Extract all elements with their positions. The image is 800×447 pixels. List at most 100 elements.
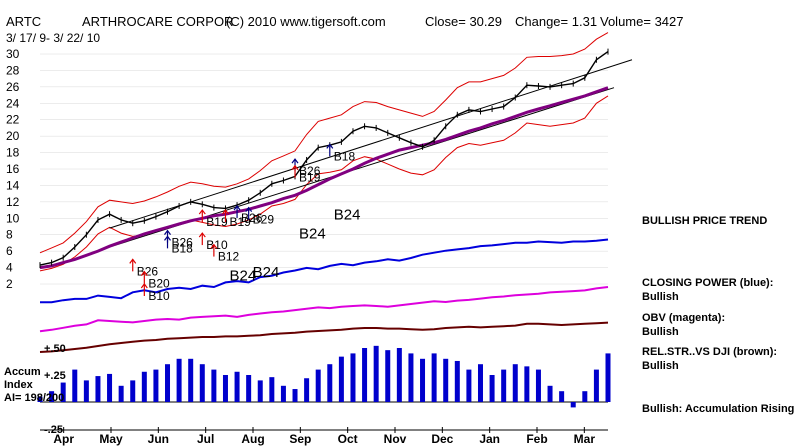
signal-arrowhead: [164, 229, 171, 235]
indicator-panels: [39, 238, 609, 353]
obv-line: [39, 286, 609, 333]
month-label: Nov: [384, 432, 407, 446]
close-price: Close= 30.29: [425, 14, 502, 29]
month-label: Oct: [338, 432, 358, 446]
accum-bar: [60, 382, 66, 402]
signal-label: B18: [334, 149, 356, 163]
moving-average-line: [39, 86, 609, 270]
accum-bar: [315, 369, 321, 402]
y-tick-label: 26: [6, 80, 20, 94]
accum-label-3: AI= 198/200: [4, 392, 65, 404]
bottom-note: Bullish: Accumulation Rising: [642, 403, 795, 415]
signal-label: B12: [218, 250, 240, 264]
month-label: Aug: [241, 432, 264, 446]
signal-arrowhead: [198, 209, 206, 215]
signal-label: B19: [206, 215, 228, 229]
price-change: Change= 1.31: [515, 14, 598, 29]
y-tick-label: 14: [6, 178, 20, 192]
date-range: 3/ 17/ 9- 3/ 22/ 10: [6, 31, 101, 45]
accum-bar: [234, 371, 240, 402]
accum-bar: [535, 369, 541, 402]
month-label: Mar: [574, 432, 596, 446]
signal-arrowhead: [140, 283, 148, 289]
accum-bar: [385, 350, 391, 402]
accum-bar: [593, 369, 599, 402]
signal-label: B26: [299, 164, 321, 178]
company-name: ARTHROCARE CORPOR: [82, 14, 234, 29]
signal-arrowhead: [233, 204, 241, 211]
y-tick-label: 22: [6, 113, 20, 127]
accum-bar: [454, 360, 460, 402]
accum-bar: [292, 389, 298, 402]
accum-bar: [257, 380, 263, 402]
closing-power-line: [40, 238, 609, 304]
accum-bar: [269, 377, 275, 402]
y-tick-label: 28: [6, 63, 20, 77]
y-tick-label: 18: [6, 146, 20, 160]
accum-bar: [373, 345, 379, 402]
accum-bar: [95, 376, 101, 402]
y-tick-label: 24: [6, 96, 20, 110]
signal-label: B10: [206, 238, 228, 252]
accum-bar: [141, 371, 147, 402]
accum-bar: [211, 369, 217, 402]
month-label: May: [99, 432, 123, 446]
accum-bar: [559, 391, 565, 402]
accum-bar: [199, 364, 205, 402]
accum-bar: [408, 353, 414, 402]
y-tick-label: 2: [6, 277, 13, 291]
accum-bar: [304, 378, 310, 402]
y-tick-label: 30: [6, 47, 20, 61]
accum-bar: [188, 358, 194, 402]
month-label: Jan: [479, 432, 500, 446]
accum-bar: [582, 391, 588, 402]
month-label: Dec: [431, 432, 453, 446]
accum-bar: [570, 402, 576, 408]
accum-tick-label: +.25: [44, 370, 66, 382]
signal-arrowhead: [291, 158, 299, 164]
signal-label: B10: [148, 289, 170, 303]
signal-arrowhead: [129, 258, 137, 264]
accum-label-1: Accum: [4, 366, 41, 378]
accum-bar: [420, 358, 426, 402]
signal-label: B24: [299, 225, 326, 242]
accum-label-2: Index: [4, 379, 33, 391]
accum-bar: [130, 380, 136, 402]
signal-label: B24: [253, 264, 280, 281]
y-tick-label: 6: [6, 244, 13, 258]
accum-bar: [547, 385, 553, 402]
accum-bar: [477, 364, 483, 402]
month-label: Jun: [148, 432, 169, 446]
signal-arrowhead: [326, 143, 334, 149]
signal-label: B26: [172, 236, 194, 250]
accum-bar: [431, 353, 437, 402]
accum-bar: [605, 353, 611, 402]
accum-bar: [396, 348, 402, 402]
accum-bar: [362, 348, 368, 402]
month-axis: Apr May Jun Jul Aug Sep Oct Nov Dec Jan Feb Mar: [40, 427, 608, 446]
accum-bar: [524, 366, 530, 402]
month-label: Jul: [197, 432, 214, 446]
upper-trendline: [109, 59, 633, 229]
signal-arrowhead: [291, 164, 299, 171]
signal-label: B29: [253, 213, 275, 227]
signal-arrowhead: [140, 270, 148, 277]
signal-label: B20: [148, 277, 170, 291]
closing-power-title: CLOSING POWER (blue):: [642, 277, 774, 289]
accum-bar: [280, 385, 286, 402]
y-tick-label: 12: [6, 195, 20, 209]
rel-strength-title: REL.STR..VS DJI (brown):: [642, 346, 778, 358]
accum-bar: [246, 375, 252, 402]
accum-bar: [350, 353, 356, 402]
rel-strength-line: [39, 321, 609, 353]
accum-bar: [443, 358, 449, 402]
accum-bar: [118, 385, 124, 402]
price-grid: [40, 53, 608, 285]
month-label: Sep: [289, 432, 311, 446]
y-tick-label: 8: [6, 228, 13, 242]
accum-bar: [83, 380, 89, 402]
signal-arrowhead: [245, 206, 253, 212]
accum-bar: [501, 369, 507, 402]
price-line: [39, 51, 609, 266]
